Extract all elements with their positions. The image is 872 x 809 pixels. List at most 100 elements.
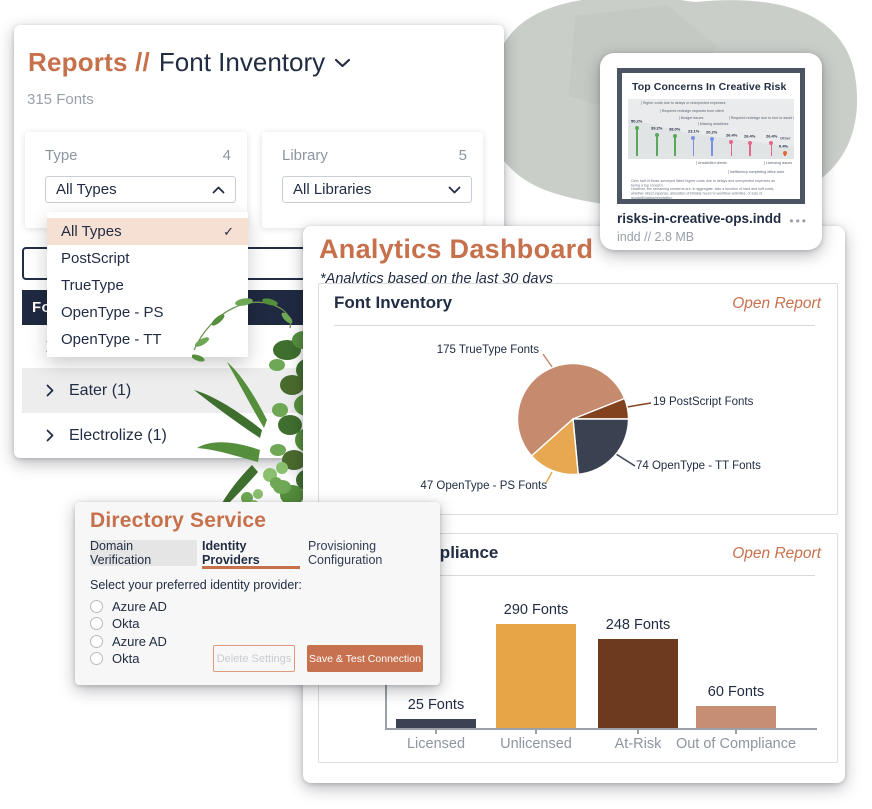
type-select[interactable]: All Types [45, 176, 236, 203]
dropdown-option-opentype-ps[interactable]: OpenType - PS [47, 299, 248, 326]
lollipop-value-label: 50.2% [631, 119, 643, 124]
radio-label: Azure AD [112, 633, 167, 649]
pie-label-opentype-tt: 74 OpenType - TT Fonts [636, 460, 761, 472]
compliance-bar-chart: 25 Fonts Licensed 290 Fonts Unlicensed 248 F… [387, 534, 819, 760]
delete-settings-button[interactable]: Delete Settings [213, 645, 295, 672]
bar-value-label: 25 Fonts [407, 697, 465, 713]
lollipop-dot [634, 126, 639, 130]
radio-okta-2[interactable]: Okta [90, 650, 140, 666]
pie-label-truetype: 175 TrueType Fonts [436, 344, 539, 356]
type-filter-label: Type [45, 147, 78, 164]
lollipop-value-label: 26.4% [744, 134, 756, 139]
tab-provisioning-configuration[interactable]: Provisioning Configuration [308, 539, 383, 567]
dropdown-option-all-types[interactable]: All Types ✓ [47, 218, 248, 245]
lollipop-dot [709, 137, 714, 141]
risk-chart-bottom-annotations: Unsatisfied clients Inefficiency completi… [628, 161, 798, 179]
radio-icon [90, 651, 103, 665]
lollipop-stem [692, 139, 695, 156]
tab-identity-providers[interactable]: Identity Providers [202, 539, 260, 567]
bar-value-label: 60 Fonts [707, 684, 765, 700]
radio-icon [90, 599, 103, 613]
bar-out-of-compliance [696, 706, 776, 728]
lollipop-value-label: 38.0% [669, 127, 681, 132]
lollipop-stem [711, 140, 713, 156]
type-filter-count: 4 [222, 147, 231, 164]
axis-tick [535, 728, 537, 734]
bar-value-label: 290 Fonts [503, 602, 569, 618]
dropdown-option-truetype[interactable]: TrueType [47, 272, 248, 299]
lollipop-value-label: 39.2% [651, 126, 663, 131]
lollipop-dot [769, 141, 774, 145]
pie-slice-opentype-tt [572, 418, 630, 475]
option-label: OpenType - PS [61, 304, 164, 321]
option-label: TrueType [61, 277, 124, 294]
risk-paragraph-1: Over half of those surveyed listed highe… [631, 179, 776, 188]
bar-category-label: At-Risk [614, 736, 662, 752]
radio-label: Okta [112, 650, 140, 666]
axis-tick [435, 728, 437, 734]
dropdown-option-postscript[interactable]: PostScript [47, 245, 248, 272]
radio-label: Okta [112, 615, 140, 631]
chevron-right-icon [46, 384, 54, 397]
lollipop-stem [674, 137, 676, 156]
lollipop-stem [656, 136, 658, 156]
save-test-connection-button[interactable]: Save & Test Connection [307, 645, 423, 672]
bar-category-label: Unlicensed [500, 736, 572, 752]
lollipop-value-label: 23.1% [687, 129, 700, 134]
lollipop-dot [672, 134, 677, 138]
plant-decoration [192, 298, 320, 522]
file-meta: indd // 2.8 MB [617, 230, 695, 244]
pie-slice-opentype-ps [530, 418, 579, 476]
risk-annotation: Unsatisfied clients [696, 161, 727, 166]
chevron-down-icon[interactable] [334, 58, 351, 68]
radio-icon [90, 634, 103, 648]
panel-title: Font Inventory [334, 293, 453, 312]
axis-tick [735, 728, 737, 734]
tab-domain-verification[interactable]: Domain Verification [90, 539, 197, 567]
radio-azure-ad-2[interactable]: Azure AD [90, 633, 167, 649]
library-select[interactable]: All Libraries [282, 176, 472, 203]
lollipop-dot [691, 136, 696, 140]
identity-provider-prompt: Select your preferred identity provider: [90, 578, 302, 592]
option-label: PostScript [61, 250, 130, 267]
directory-title: Directory Service [90, 509, 267, 532]
risk-annotation: Inefficiency completing office work [727, 170, 784, 175]
risk-annotation: Required redesign requests from client [659, 109, 724, 114]
lollipop-value-label: 26.4% [725, 133, 738, 138]
bar-value-label: 248 Fonts [605, 617, 671, 633]
option-label: OpenType - TT [61, 331, 162, 348]
active-tab-underline [202, 566, 300, 569]
risk-paragraph-2: However, the remaining concerns are, in … [631, 187, 775, 201]
check-icon: ✓ [223, 223, 234, 239]
pie-slice-truetype [516, 362, 626, 457]
more-options-icon[interactable]: ••• [789, 214, 808, 228]
library-filter-box: Library 5 All Libraries [262, 132, 483, 228]
bar-category-label: Licensed [406, 736, 466, 752]
lollipop-value-label: 26.4% [765, 134, 778, 139]
axis-tick [637, 728, 639, 734]
page-title: Reports // Font Inventory [28, 47, 351, 78]
dropdown-option-opentype-tt[interactable]: OpenType - TT [47, 326, 248, 353]
type-dropdown-menu: All Types ✓ PostScript TrueType OpenType… [47, 212, 248, 357]
file-name: risks-in-creative-ops.indd [617, 211, 782, 226]
risk-annotation: Licensing issues [764, 161, 793, 166]
option-label: All Types [61, 223, 122, 240]
risk-annotation: Budget issues [679, 116, 704, 121]
risk-file-card: Top Concerns In Creative Risk 50.2% 39.2%… [600, 53, 822, 250]
report-name: Font Inventory [158, 47, 326, 77]
open-report-link[interactable]: Open Report [732, 545, 821, 562]
divider [334, 325, 815, 326]
lollipop-stem [636, 129, 638, 156]
font-row-label: Electrolize (1) [69, 426, 167, 444]
open-report-link[interactable]: Open Report [732, 295, 821, 312]
type-select-value: All Types [56, 181, 117, 198]
lollipop-value-label: 20.2% [706, 130, 718, 135]
library-select-value: All Libraries [293, 181, 372, 198]
radio-okta-1[interactable]: Okta [90, 615, 140, 631]
bar-unlicensed [496, 624, 576, 728]
bar-licensed [396, 719, 476, 728]
other-label: Other [780, 136, 791, 141]
radio-azure-ad-1[interactable]: Azure AD [90, 599, 167, 614]
library-filter-count: 5 [458, 147, 467, 164]
lollipop-stem [770, 144, 773, 156]
